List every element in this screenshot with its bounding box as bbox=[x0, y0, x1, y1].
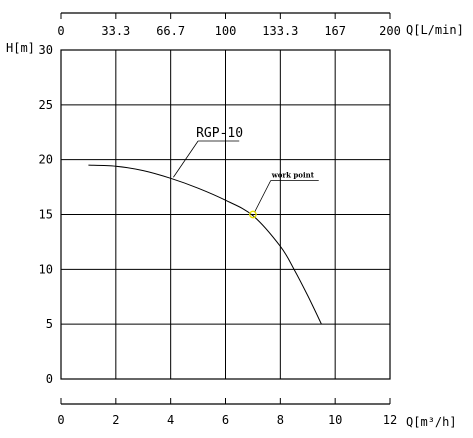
work-point-marker bbox=[249, 210, 257, 219]
x2-tick-label: 133.3 bbox=[262, 24, 298, 38]
x2-tick-label: 200 bbox=[379, 24, 401, 38]
x-tick-label: 0 bbox=[57, 413, 64, 427]
x2-tick-label: 66.7 bbox=[156, 24, 185, 38]
work-point-label: work point bbox=[271, 171, 315, 180]
top-axis-title: Q[L/min] bbox=[406, 23, 464, 37]
y-tick-label: 25 bbox=[39, 98, 53, 112]
x-tick-label: 2 bbox=[112, 413, 119, 427]
y-axis-title: H[m] bbox=[6, 41, 35, 55]
y-tick-label: 30 bbox=[39, 43, 53, 57]
bottom-axis: Q[m³/h] 0 2 4 6 8 10 12 bbox=[57, 398, 457, 429]
x-tick-label: 12 bbox=[383, 413, 397, 427]
y-tick-label: 15 bbox=[39, 208, 53, 222]
series-line-rgp-10 bbox=[88, 164, 322, 325]
grid bbox=[61, 50, 390, 379]
x2-tick-label: 100 bbox=[215, 24, 237, 38]
work-point-leader bbox=[254, 180, 272, 212]
y-axis-ticks: 0 5 10 15 20 25 30 bbox=[39, 43, 53, 386]
series-layer: RGP-10 work point bbox=[88, 126, 322, 325]
y-tick-label: 5 bbox=[46, 317, 53, 331]
x-tick-label: 10 bbox=[328, 413, 342, 427]
series-label-leader bbox=[173, 140, 199, 178]
x2-tick-label: 0 bbox=[57, 24, 64, 38]
x-tick-label: 8 bbox=[277, 413, 284, 427]
x2-tick-label: 167 bbox=[324, 24, 346, 38]
y-tick-label: 0 bbox=[46, 372, 53, 386]
top-axis: Q[L/min] 0 33.3 66.7 100 133.3 167 200 bbox=[57, 12, 464, 38]
y-tick-label: 10 bbox=[39, 262, 53, 276]
y-tick-label: 20 bbox=[39, 153, 53, 167]
x-tick-label: 4 bbox=[167, 413, 174, 427]
bottom-axis-title: Q[m³/h] bbox=[406, 415, 457, 429]
x2-tick-label: 33.3 bbox=[101, 24, 130, 38]
series-label: RGP-10 bbox=[196, 126, 243, 141]
x-tick-label: 6 bbox=[222, 413, 229, 427]
